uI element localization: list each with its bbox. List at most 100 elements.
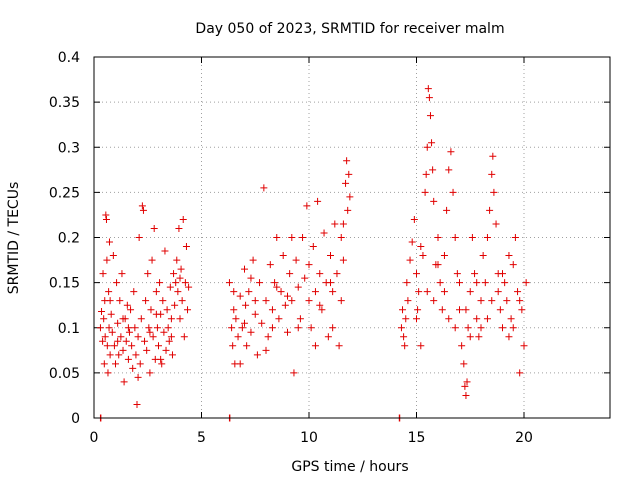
data-point xyxy=(451,234,459,241)
data-point xyxy=(106,297,114,305)
data-point xyxy=(488,297,496,305)
data-point xyxy=(114,337,122,345)
data-point xyxy=(445,315,453,323)
data-point xyxy=(96,324,104,332)
data-point xyxy=(158,360,166,368)
data-point xyxy=(309,243,317,251)
data-point xyxy=(335,342,343,350)
data-point xyxy=(143,346,151,354)
data-point xyxy=(104,369,112,377)
data-point xyxy=(344,206,352,214)
data-point xyxy=(105,238,113,246)
data-point xyxy=(249,256,257,264)
data-point xyxy=(453,270,461,278)
data-point xyxy=(456,279,463,287)
data-point xyxy=(236,360,244,368)
data-point xyxy=(172,279,180,287)
data-point xyxy=(343,157,351,165)
data-point xyxy=(161,247,169,255)
data-point xyxy=(301,274,309,282)
data-point xyxy=(460,360,468,368)
data-point xyxy=(101,333,109,341)
data-point xyxy=(483,234,491,241)
data-point xyxy=(296,315,304,323)
data-point xyxy=(106,351,114,359)
data-point xyxy=(466,333,474,341)
data-point xyxy=(166,283,174,291)
y-tick-labels: 0 0.05 0.1 0.15 0.2 0.25 0.3 0.35 0.4 xyxy=(49,50,80,427)
data-point xyxy=(339,256,347,264)
data-point xyxy=(136,360,144,368)
data-point xyxy=(241,265,248,273)
y-tick-label: 0.3 xyxy=(58,140,80,156)
data-point xyxy=(413,315,420,323)
data-point xyxy=(152,288,160,296)
data-point xyxy=(294,283,302,291)
y-tick-label: 0.05 xyxy=(49,366,80,382)
y-tick-label: 0.1 xyxy=(58,321,80,337)
data-point xyxy=(440,288,448,296)
data-point xyxy=(174,288,182,296)
data-point xyxy=(522,279,530,287)
data-point xyxy=(425,94,433,102)
data-point xyxy=(148,256,156,264)
data-point xyxy=(423,143,431,151)
data-point xyxy=(329,288,337,296)
data-point xyxy=(337,234,345,241)
data-point xyxy=(99,337,107,345)
data-point xyxy=(157,355,165,363)
data-point xyxy=(132,351,140,359)
data-point xyxy=(505,333,513,341)
data-point xyxy=(256,279,264,287)
data-point xyxy=(492,220,500,228)
data-point xyxy=(138,202,146,210)
data-point xyxy=(245,288,253,296)
data-point xyxy=(273,283,281,291)
data-point xyxy=(443,206,451,214)
data-point xyxy=(152,310,160,318)
data-point xyxy=(275,315,283,323)
data-point xyxy=(462,391,470,399)
data-point xyxy=(430,297,438,305)
data-point xyxy=(400,333,408,341)
data-point xyxy=(311,288,319,296)
y-tick-label: 0.35 xyxy=(49,95,80,111)
data-point xyxy=(230,288,238,296)
data-point xyxy=(499,270,506,278)
data-point xyxy=(342,179,350,187)
data-point xyxy=(262,346,270,354)
data-point xyxy=(505,252,513,260)
data-point xyxy=(234,333,242,341)
data-point xyxy=(118,270,126,278)
data-point xyxy=(167,315,175,323)
data-point xyxy=(481,279,489,287)
data-point xyxy=(520,342,528,350)
data-point xyxy=(260,184,268,192)
data-point xyxy=(230,306,238,314)
data-point xyxy=(456,306,463,314)
data-point xyxy=(156,279,164,287)
data-point xyxy=(430,197,438,205)
data-point xyxy=(171,301,179,309)
data-point xyxy=(329,324,337,332)
data-point xyxy=(178,297,186,305)
data-point xyxy=(399,306,407,314)
data-point xyxy=(146,328,154,336)
data-point xyxy=(145,324,153,332)
data-point xyxy=(320,229,328,237)
data-point xyxy=(149,333,157,341)
x-tick-label: 10 xyxy=(300,430,318,446)
x-tick-label: 20 xyxy=(515,430,533,446)
data-point xyxy=(103,342,111,350)
data-point xyxy=(114,319,122,327)
data-point xyxy=(159,297,167,305)
data-point xyxy=(100,315,108,323)
data-point xyxy=(307,324,315,332)
data-point xyxy=(509,261,517,269)
data-point xyxy=(182,243,190,251)
data-point xyxy=(112,360,119,368)
y-tick-label: 0.25 xyxy=(49,185,80,201)
data-point xyxy=(473,315,481,323)
data-point xyxy=(103,256,111,264)
data-point xyxy=(110,342,118,350)
